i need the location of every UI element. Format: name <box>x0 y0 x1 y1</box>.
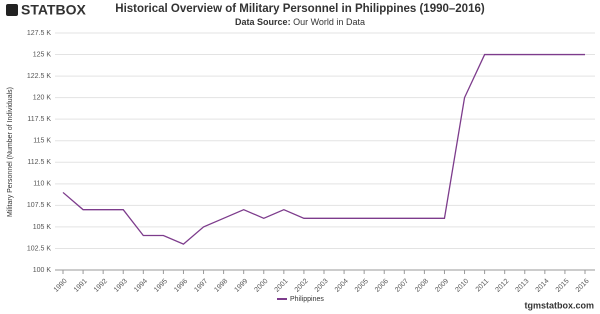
x-tick-label: 2005 <box>354 278 370 294</box>
y-tick-label: 122.5 K <box>27 73 51 80</box>
y-tick-label: 100 K <box>33 267 52 274</box>
x-tick-label: 2013 <box>515 278 531 294</box>
x-tick-label: 2012 <box>494 278 510 294</box>
source: Our World in Data <box>293 17 365 27</box>
subtitle: Data Source: Our World in Data <box>235 17 365 27</box>
x-tick-label: 2000 <box>254 278 270 294</box>
x-tick-label: 2009 <box>434 278 450 294</box>
y-tick-label: 107.5 K <box>27 202 51 209</box>
line <box>62 53 585 245</box>
y-tick-label: 125 K <box>33 51 52 58</box>
x-tick-label: 1992 <box>93 278 109 294</box>
x-tick-label: 2016 <box>575 278 591 294</box>
x-tick-label: 2002 <box>294 278 310 294</box>
y-tick-label: 127.5 K <box>27 30 51 37</box>
x-tick-label: 1994 <box>133 278 149 294</box>
watermark: tgmstatbox.com <box>524 300 594 310</box>
x-tick-label: 1995 <box>153 278 169 294</box>
chart-title: Historical Overview of Military Personne… <box>115 3 485 15</box>
x-tick-label: 2006 <box>374 278 390 294</box>
x-tick-label: 1991 <box>73 278 89 294</box>
legend-label: Philippines <box>290 296 324 303</box>
y-tick-label: 115 K <box>33 138 51 145</box>
y-tick-label: 102.5 K <box>27 245 51 252</box>
y-tick-label: 110 K <box>33 181 51 188</box>
x-tick-label: 2010 <box>454 278 470 294</box>
logo: STATBOX <box>21 2 86 18</box>
x-tick-label: 1997 <box>193 278 209 294</box>
x-tick-label: 2008 <box>414 278 430 294</box>
x-tick-label: 1990 <box>53 278 69 294</box>
y-tick-label: 117.5 K <box>27 116 51 123</box>
y-tick-label: 120 K <box>33 94 52 101</box>
source-label: Data Source: <box>235 17 291 27</box>
x-tick-label: 2001 <box>274 278 290 294</box>
x-tick-label: 2004 <box>334 278 350 294</box>
logo-icon <box>6 4 18 16</box>
x-tick-label: 1996 <box>173 278 189 294</box>
y-axis-label: Military Personnel (Number of Individual… <box>7 87 14 217</box>
x-tick-label: 2003 <box>314 278 330 294</box>
x-tick-label: 1993 <box>113 278 129 294</box>
y-tick-label: 112.5 K <box>27 159 51 166</box>
y-tick-label: 105 K <box>33 224 52 231</box>
x-tick-label: 2007 <box>394 278 410 294</box>
x-tick-label: 1998 <box>213 278 229 294</box>
x-tick-label: 2011 <box>475 278 491 294</box>
x-tick-label: 1999 <box>233 278 249 294</box>
x-tick-label: 2015 <box>555 278 571 294</box>
x-tick-label: 2014 <box>535 278 551 294</box>
